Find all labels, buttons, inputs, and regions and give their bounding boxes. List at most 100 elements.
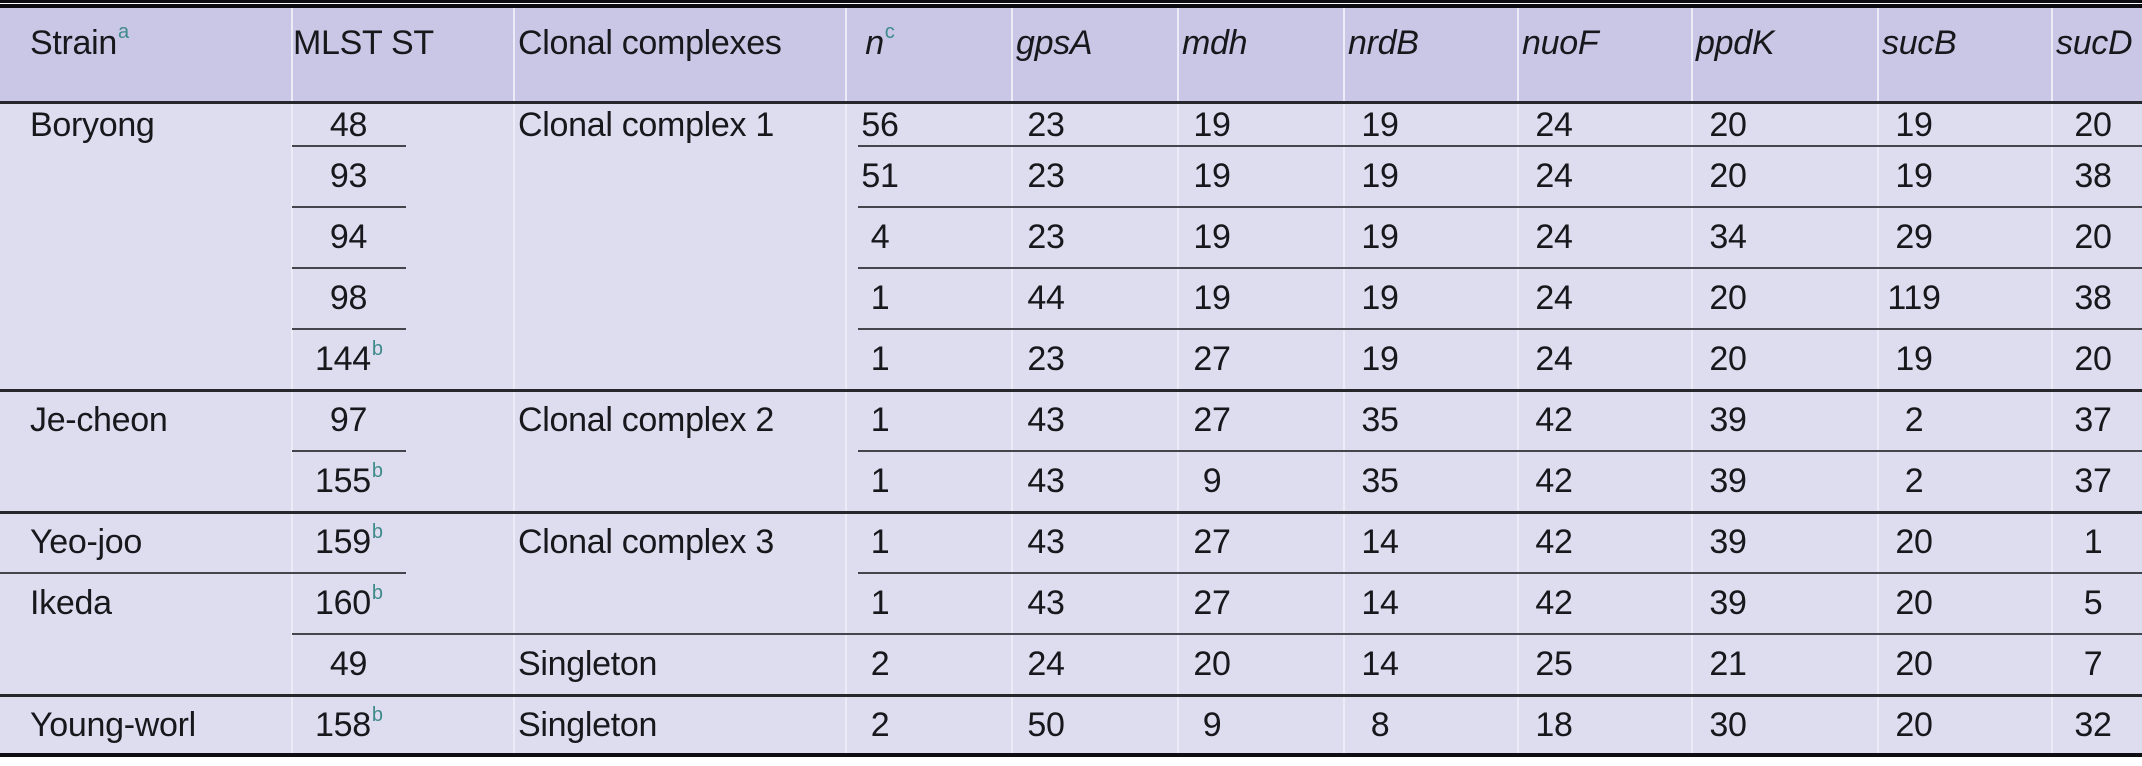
header-strain-label: Strain	[30, 23, 118, 62]
row-separator	[858, 572, 2142, 574]
ppdK-cell: 20	[1709, 105, 1747, 144]
sucB-cell: 2	[1904, 462, 1924, 500]
sucD-cell: 20	[2074, 105, 2112, 144]
mlst-st-cell: 97	[292, 401, 514, 440]
nuoF-cell: 24	[1535, 279, 1573, 317]
row-separator	[858, 450, 2142, 452]
sucD-cell: 38	[2074, 279, 2112, 317]
nrdB-cell: 19	[1361, 340, 1399, 378]
strain-label: Ikeda	[30, 584, 112, 622]
n-cell: 2	[870, 706, 890, 744]
sucD-cell: 32	[2074, 706, 2112, 744]
header-mlst-label: MLST ST	[293, 23, 434, 62]
column-separator	[845, 8, 847, 756]
footnote-b-marker: b	[371, 703, 383, 726]
table-row: Je-cheon 97 Clonal complex 2 1 43 27 35 …	[0, 390, 2142, 451]
sucD-cell: 5	[2083, 584, 2103, 622]
group-separator	[0, 389, 2142, 392]
mdh-cell: 9	[1202, 706, 1222, 744]
nrdB-cell: 35	[1361, 462, 1399, 500]
header-nuoF: nuoF	[1522, 23, 1599, 62]
column-separator	[1343, 8, 1345, 756]
sucB-cell: 119	[1887, 279, 1941, 317]
strain-cell: Yeo-joo	[0, 523, 292, 562]
mlst-st-cell: 160b	[292, 582, 514, 623]
row-separator	[858, 328, 2142, 330]
clonal-complex-cell: Singleton	[514, 706, 846, 745]
n-cell: 2	[870, 645, 890, 683]
table-row: 93 51 23 19 19 24 20 19 38	[0, 146, 2142, 207]
mlst-st-cell: 159b	[292, 520, 514, 562]
gpsA-cell: 43	[1027, 401, 1065, 439]
nrdB-cell: 14	[1361, 584, 1399, 622]
nrdB-cell: 8	[1370, 706, 1390, 744]
nrdB-cell: 19	[1361, 218, 1399, 256]
table-row: Ikeda 160b 1 43 27 14 42 39 20 5	[0, 573, 2142, 634]
header-sucD: sucD	[2056, 23, 2133, 62]
row-separator	[292, 267, 406, 269]
strain-cell: Young-worl	[0, 706, 292, 745]
sucB-cell: 19	[1895, 157, 1933, 195]
clonal-complex-label: Singleton	[518, 706, 658, 744]
strain-label: Young-worl	[30, 706, 196, 744]
st-value: 98	[329, 279, 368, 317]
header-rule	[0, 101, 2142, 104]
mlst-st-cell: 49	[292, 645, 514, 684]
nuoF-cell: 42	[1535, 523, 1573, 561]
footnote-b-marker: b	[371, 337, 383, 360]
strain-cell: Je-cheon	[0, 401, 292, 440]
nuoF-cell: 18	[1535, 706, 1573, 744]
header-n: nc	[846, 21, 1012, 63]
header-nrdB: nrdB	[1348, 23, 1419, 62]
top-rule	[0, 4, 2142, 8]
mlst-st-cell: 94	[292, 218, 514, 257]
strain-cell: Ikeda	[0, 584, 292, 623]
column-separator	[1877, 8, 1879, 756]
nrdB-cell: 19	[1361, 279, 1399, 317]
header-row: Straina MLST ST Clonal complexes nc gpsA…	[0, 8, 2142, 102]
mlst-st-cell: 93	[292, 157, 514, 196]
footnote-b-marker: b	[371, 520, 383, 543]
ppdK-cell: 20	[1709, 340, 1747, 378]
n-cell: 1	[870, 401, 890, 439]
table-row: 155b 1 43 9 35 42 39 2 37	[0, 451, 2142, 512]
column-separator	[513, 8, 515, 756]
mdh-cell: 19	[1193, 279, 1231, 317]
header-strain: Straina	[0, 21, 292, 63]
row-separator	[292, 450, 406, 452]
st-value: 97	[329, 401, 368, 439]
mdh-cell: 27	[1193, 523, 1231, 561]
sucD-cell: 1	[2083, 523, 2103, 561]
ppdK-cell: 20	[1709, 157, 1747, 195]
strain-cell: Boryong	[0, 106, 292, 145]
table-row: 49 Singleton 2 24 20 14 25 21 20 7	[0, 634, 2142, 695]
table-row: Yeo-joo 159b Clonal complex 3 1 43 27 14…	[0, 512, 2142, 573]
nuoF-cell: 42	[1535, 401, 1573, 439]
clonal-complex-label: Clonal complex 1	[518, 105, 774, 144]
sucB-cell: 2	[1904, 401, 1924, 439]
row-separator	[858, 145, 2142, 147]
gpsA-cell: 43	[1027, 462, 1065, 500]
gpsA-cell: 44	[1027, 279, 1065, 317]
gpsA-cell: 23	[1027, 340, 1065, 378]
st-value: 93	[329, 157, 368, 195]
table-row: 94 4 23 19 19 24 34 29 20	[0, 207, 2142, 268]
sucD-cell: 38	[2074, 157, 2112, 195]
header-ppdK: ppdK	[1696, 23, 1775, 62]
st-value: 49	[329, 645, 368, 683]
table-row: 98 1 44 19 19 24 20 119 38	[0, 268, 2142, 329]
st-value: 158	[315, 706, 371, 744]
st-value: 155	[315, 462, 371, 500]
mdh-cell: 27	[1193, 401, 1231, 439]
mdh-cell: 20	[1193, 645, 1231, 683]
n-cell: 51	[861, 157, 899, 195]
st-value: 159	[315, 523, 371, 561]
n-cell: 1	[870, 462, 890, 500]
gpsA-cell: 43	[1027, 584, 1065, 622]
ppdK-cell: 39	[1709, 584, 1747, 622]
strain-label: Je-cheon	[30, 401, 168, 439]
mdh-cell: 9	[1202, 462, 1222, 500]
n-cell: 1	[870, 279, 890, 317]
st-value: 48	[329, 105, 368, 144]
